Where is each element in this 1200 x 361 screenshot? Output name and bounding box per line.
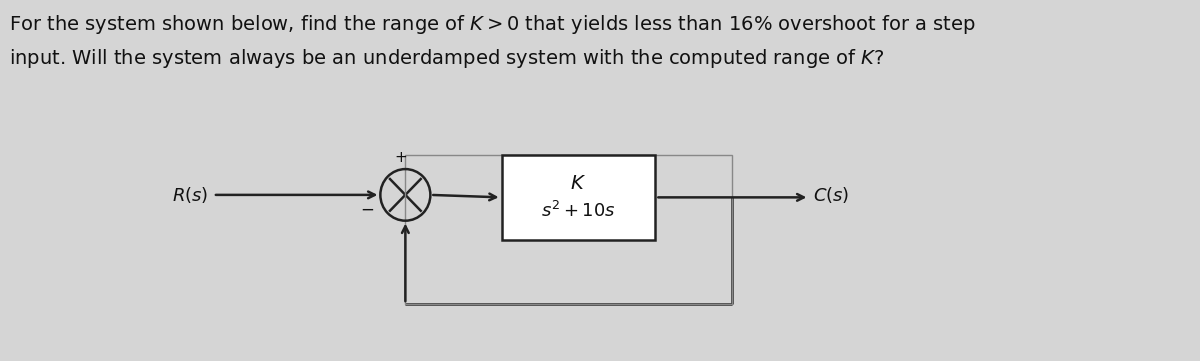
Text: input. Will the system always be an underdamped system with the computed range o: input. Will the system always be an unde… [10, 47, 884, 70]
Bar [406, 155, 732, 304]
Text: $R(s)$: $R(s)$ [172, 185, 208, 205]
Text: $K$: $K$ [570, 174, 587, 193]
Text: +: + [394, 150, 407, 165]
Text: $s^2 + 10s$: $s^2 + 10s$ [541, 201, 616, 221]
Text: $C(s)$: $C(s)$ [814, 185, 850, 205]
Bar [502, 155, 655, 240]
Text: −: − [361, 201, 374, 219]
Text: For the system shown below, find the range of $K > 0$ that yields less than 16% : For the system shown below, find the ran… [10, 13, 976, 36]
